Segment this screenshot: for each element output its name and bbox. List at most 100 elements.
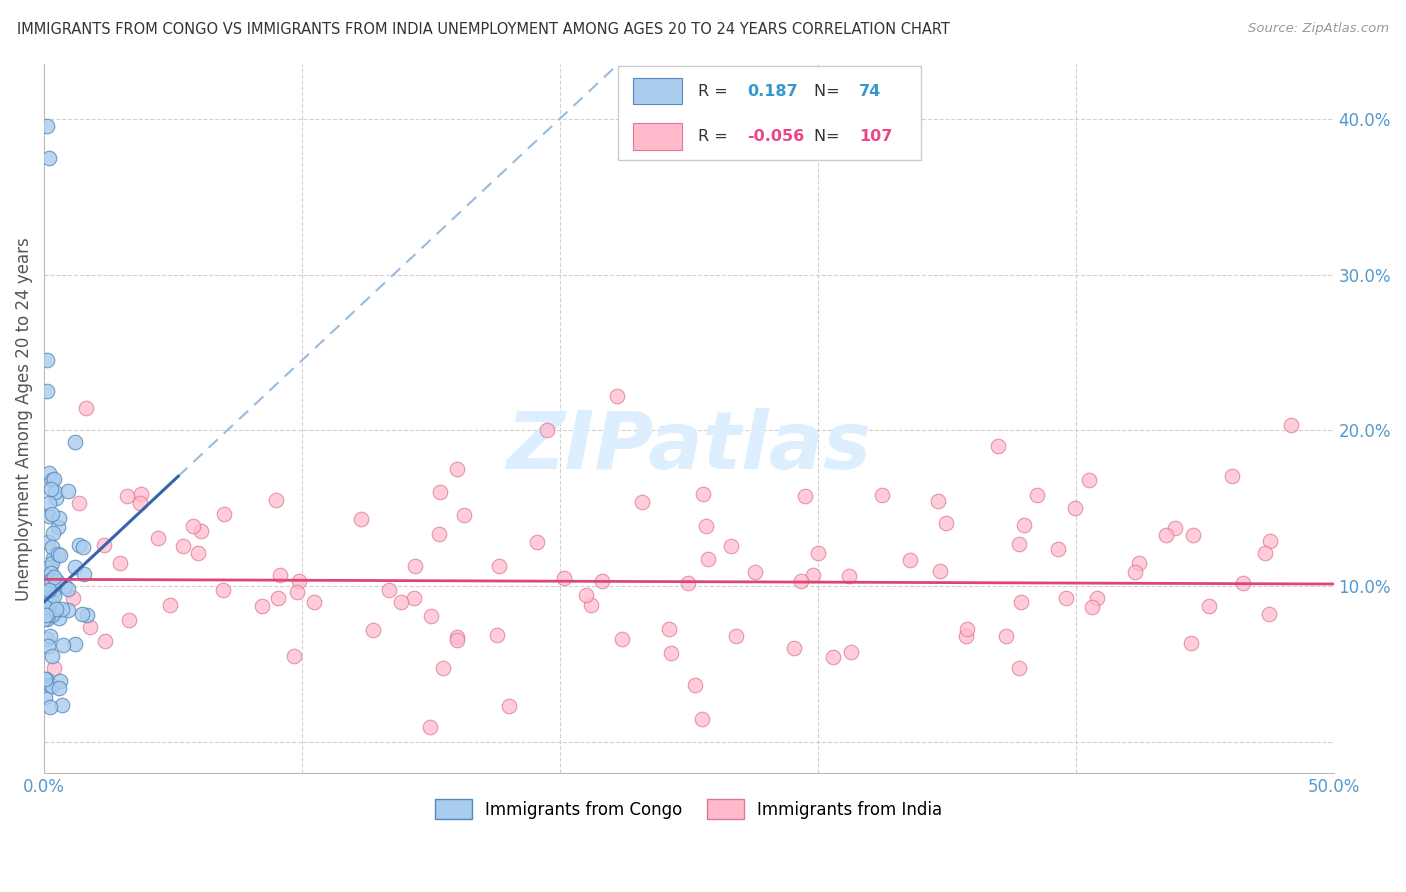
Point — [1182, 527, 1205, 541]
Point — [725, 629, 748, 643]
Point — [45, 491, 67, 505]
Point — [214, 507, 236, 521]
Point — [39, 566, 62, 580]
Point — [402, 591, 425, 605]
Point — [41, 607, 63, 622]
Point — [42, 525, 65, 540]
Text: -0.056: -0.056 — [747, 129, 804, 144]
Point — [378, 582, 401, 597]
Point — [190, 524, 212, 539]
Point — [287, 574, 309, 588]
Point — [63, 637, 86, 651]
Point — [35, 608, 58, 623]
Point — [41, 649, 63, 664]
Point — [41, 579, 63, 593]
Point — [1008, 536, 1031, 550]
Point — [51, 602, 73, 616]
Text: IMMIGRANTS FROM CONGO VS IMMIGRANTS FROM INDIA UNEMPLOYMENT AMONG AGES 20 TO 24 : IMMIGRANTS FROM CONGO VS IMMIGRANTS FROM… — [17, 22, 949, 37]
Text: N=: N= — [814, 129, 845, 144]
Point — [129, 487, 152, 501]
Point — [42, 589, 65, 603]
Point — [52, 638, 75, 652]
Point — [48, 511, 70, 525]
Point — [692, 487, 714, 501]
Point — [446, 632, 468, 647]
Point — [45, 602, 67, 616]
Point — [838, 568, 860, 582]
Point — [250, 599, 273, 614]
Point — [581, 598, 603, 612]
Legend: Immigrants from Congo, Immigrants from India: Immigrants from Congo, Immigrants from I… — [429, 793, 949, 825]
Point — [35, 672, 58, 686]
Point — [821, 650, 844, 665]
Point — [304, 595, 326, 609]
Point — [67, 538, 90, 552]
Point — [1232, 575, 1254, 590]
Point — [1220, 469, 1243, 483]
Point — [35, 120, 58, 134]
Point — [956, 622, 979, 636]
Point — [659, 646, 682, 660]
Point — [690, 712, 713, 726]
Point — [49, 549, 72, 563]
Point — [783, 641, 806, 656]
Point — [267, 591, 290, 605]
Text: ZIPatlas: ZIPatlas — [506, 409, 872, 486]
Point — [39, 594, 62, 608]
Point — [498, 699, 520, 714]
Point — [446, 630, 468, 644]
Point — [72, 540, 94, 554]
Point — [1279, 417, 1302, 432]
Point — [1164, 521, 1187, 535]
Point — [1258, 607, 1281, 621]
Point — [935, 516, 957, 531]
Point — [73, 566, 96, 581]
Point — [53, 579, 76, 593]
Point — [536, 424, 558, 438]
Point — [38, 509, 60, 524]
Point — [37, 603, 59, 617]
Point — [58, 582, 80, 596]
Point — [927, 493, 949, 508]
Point — [801, 568, 824, 582]
Point — [32, 612, 55, 626]
Text: Source: ZipAtlas.com: Source: ZipAtlas.com — [1249, 22, 1389, 36]
Point — [446, 462, 468, 476]
Text: 0.187: 0.187 — [747, 84, 797, 98]
Point — [76, 607, 98, 622]
Point — [108, 556, 131, 570]
Text: N=: N= — [814, 84, 845, 98]
Bar — [634, 78, 682, 104]
Point — [39, 574, 62, 588]
Point — [56, 484, 79, 499]
Point — [44, 472, 66, 486]
Point — [51, 698, 73, 713]
Point — [38, 151, 60, 165]
Point — [1012, 517, 1035, 532]
Point — [63, 560, 86, 574]
Point — [1081, 599, 1104, 614]
Point — [34, 599, 56, 614]
Point — [429, 485, 451, 500]
Point — [181, 519, 204, 533]
Point — [898, 553, 921, 567]
Point — [48, 681, 70, 695]
Point — [575, 589, 598, 603]
Point — [1128, 556, 1150, 570]
Point — [987, 439, 1010, 453]
Point — [148, 532, 170, 546]
Point — [56, 603, 79, 617]
Point — [37, 561, 59, 575]
Point — [41, 540, 63, 554]
Point — [264, 492, 287, 507]
Point — [70, 607, 93, 621]
Point — [39, 482, 62, 496]
Point — [75, 401, 97, 416]
Point — [79, 620, 101, 634]
Point — [807, 546, 830, 560]
Point — [720, 540, 742, 554]
Point — [744, 565, 766, 579]
Y-axis label: Unemployment Among Ages 20 to 24 years: Unemployment Among Ages 20 to 24 years — [15, 237, 32, 600]
Point — [34, 672, 56, 686]
Point — [38, 496, 60, 510]
